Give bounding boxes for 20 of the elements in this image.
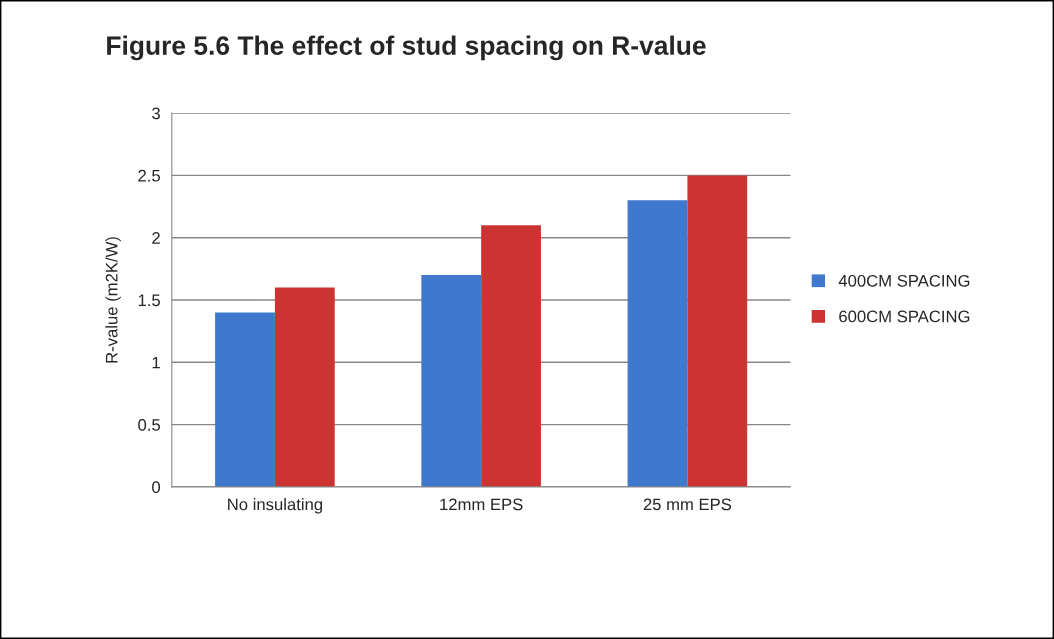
y-tick-label: 1: [152, 356, 160, 369]
y-tick-label: 3: [152, 107, 160, 120]
y-axis-title: R-value (m2K/W): [105, 237, 121, 363]
bar: [274, 287, 335, 487]
x-tick-label: 12mm EPS: [440, 498, 523, 511]
bar: [215, 312, 275, 487]
x-tick-label: 25 mm EPS: [643, 498, 732, 511]
x-tick-label: No insulating: [228, 498, 323, 514]
bar: [481, 225, 541, 487]
y-tick-label: 0: [152, 481, 161, 494]
bar: [421, 275, 482, 487]
bar: [687, 175, 748, 487]
legend-label: 600CM SPACING: [839, 310, 970, 323]
y-tick-label: 2.5: [138, 169, 160, 182]
y-tick-label: 0.5: [138, 419, 160, 431]
legend-label: 400CM SPACING: [838, 274, 970, 287]
y-tick-label: 1.5: [138, 294, 160, 307]
chart-title: Figure 5.6 The effect of stud spacing on R-value: [107, 35, 706, 61]
y-tick-label: 2: [152, 232, 160, 244]
bar: [627, 200, 688, 487]
